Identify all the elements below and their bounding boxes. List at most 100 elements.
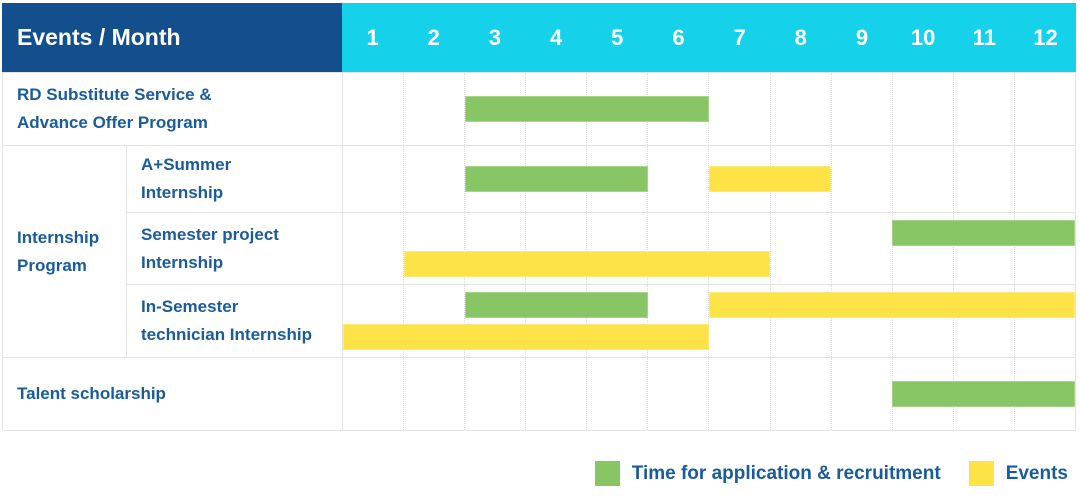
month-gridline-cell [891, 146, 953, 212]
month-gridline-cell [343, 358, 403, 430]
legend-item-yellow: Events [968, 461, 1068, 486]
month-gridline-cell [464, 73, 525, 145]
label-line: Program [17, 255, 87, 275]
row-label-semester-project-internship: Semester project Internship [126, 213, 342, 285]
month-gridline-cell [464, 213, 525, 284]
month-gridline-cell [647, 146, 708, 212]
month-gridline-cell [647, 358, 708, 430]
month-header-2: 2 [427, 24, 440, 50]
gantt-bar-green-m3-m5 [465, 166, 648, 192]
month-gridline-cell [464, 285, 525, 357]
month-header-3: 3 [488, 24, 502, 50]
month-gridline-cell [952, 146, 1014, 212]
month-gridline-cell [647, 213, 708, 284]
label-line: Semester project [141, 224, 279, 244]
chart-legend: Time for application & recruitment Events [2, 461, 1076, 486]
label-line: A+Summer [141, 155, 232, 175]
month-gridline-cell [708, 73, 769, 145]
row-chart-a-plus-summer-internship [342, 146, 1076, 213]
month-gridline-cell [769, 285, 831, 357]
month-gridline-cell [525, 213, 586, 284]
month-gridline-cell [891, 73, 953, 145]
gantt-bar-yellow-m1-m6 [343, 324, 709, 350]
month-gridline-cell [891, 285, 953, 357]
row-chart-talent-scholarship [342, 358, 1076, 431]
month-gridline-cell [769, 213, 831, 284]
month-gridline-cell [891, 213, 953, 284]
month-header-4: 4 [549, 24, 563, 50]
gantt-bar-yellow-m2-m7 [403, 251, 770, 277]
row-label-in-semester-technician-internship: In-Semester technician Internship [126, 285, 342, 358]
month-gridline-cell [708, 358, 769, 430]
month-gridline-cell [647, 285, 708, 357]
month-gridline-cell [830, 73, 892, 145]
label-line: Internship [17, 227, 100, 247]
row-label-talent-scholarship: Talent scholarship [2, 358, 342, 431]
legend-swatch-yellow [968, 461, 994, 486]
row-group-label-internship-program: Internship Program [2, 146, 126, 358]
gantt-bar-green-m10-m12 [892, 381, 1075, 407]
month-gridline-cell [769, 358, 831, 430]
month-gridline-cell [830, 213, 892, 284]
label-line: Advance Offer Program [17, 113, 208, 132]
month-gridline-cell [586, 358, 647, 430]
month-header-8: 8 [794, 24, 807, 50]
month-gridline-cell [403, 73, 464, 145]
month-gridline-cell [708, 146, 769, 212]
month-gridline-cell [1013, 213, 1075, 284]
month-gridline-cell [403, 285, 464, 357]
month-gridline-cell [830, 146, 892, 212]
month-gridline-cell [403, 213, 464, 284]
legend-label: Time for application & recruitment [631, 462, 941, 484]
month-gridline-cell [952, 213, 1014, 284]
gantt-page: Events / Month 1 2 3 4 5 6 7 8 9 10 11 12 Internshi… [2, 3, 1076, 486]
gantt-bar-yellow-m7-m12 [709, 292, 1075, 318]
month-gridline-cell [1013, 146, 1075, 212]
gantt-bar-green-m10-m12 [892, 220, 1075, 246]
month-header-1: 1 [366, 24, 379, 50]
label-line: RD Substitute Service & [17, 85, 212, 105]
month-header-12: 12 [1033, 24, 1058, 50]
month-gridline-cell [769, 73, 831, 145]
label-line: Internship [141, 252, 224, 272]
month-header-10: 10 [910, 24, 936, 50]
legend-label: Events [1005, 462, 1068, 484]
month-gridline-cell [952, 285, 1014, 357]
month-gridline-cell [952, 73, 1014, 145]
label-line: Talent scholarship [17, 384, 166, 404]
month-header-11: 11 [972, 24, 996, 50]
gantt-bar-green-m3-m5 [465, 292, 648, 318]
row-chart-rd-substitute-service [342, 73, 1076, 146]
gantt-bar-yellow-m7-m8 [709, 166, 831, 192]
month-gridline-cell [525, 358, 586, 430]
label-line: Internship [141, 183, 224, 202]
month-gridline-cell [464, 146, 525, 212]
month-gridline-cell [525, 285, 586, 357]
month-gridline-cell [1013, 285, 1075, 357]
month-gridline-cell [830, 358, 892, 430]
month-gridline-cell [830, 285, 892, 357]
month-gridline-cell [586, 285, 647, 357]
month-gridline-cell [403, 358, 464, 430]
month-gridline-cell [343, 73, 403, 145]
row-label-a-plus-summer-internship: A+Summer Internship [126, 146, 342, 213]
month-header-5: 5 [611, 24, 624, 50]
row-chart-in-semester-technician-internship [342, 285, 1076, 358]
month-header-7: 7 [733, 24, 746, 50]
table-corner-header: Events / Month [2, 3, 342, 73]
label-line: technician Internship [141, 325, 312, 344]
month-gridline-cell [708, 213, 769, 284]
label-line: In-Semester [141, 297, 239, 317]
month-gridline-cell [343, 146, 403, 212]
month-header-9: 9 [855, 24, 869, 50]
month-gridline-cell [1013, 73, 1075, 145]
gantt-bar-green-m3-m6 [465, 96, 709, 122]
legend-item-green: Time for application & recruitment [594, 461, 941, 486]
events-month-table: Events / Month 1 2 3 4 5 6 7 8 9 10 11 12 Internshi… [2, 3, 1076, 431]
month-gridline-cell [464, 358, 525, 430]
month-header-row: 1 2 3 4 5 6 7 8 9 10 11 12 [342, 3, 1076, 73]
row-chart-semester-project-internship [342, 213, 1076, 285]
legend-swatch-green [594, 461, 620, 486]
month-gridline-cell [586, 213, 647, 284]
row-label-rd-substitute-service: RD Substitute Service & Advance Offer Pro… [2, 73, 342, 146]
